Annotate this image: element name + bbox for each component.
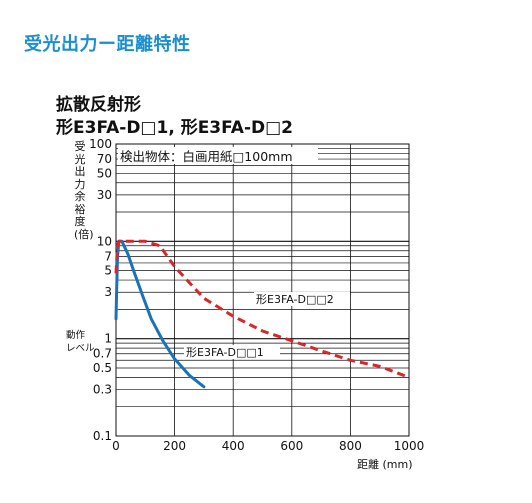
grid [116, 144, 409, 436]
operating-level-label-line1: 動作 [66, 329, 86, 341]
x-tick-label: 1000 [394, 439, 425, 453]
series1-label: 形E3FA-D□□1 [186, 346, 264, 359]
chart-title: 拡散反射形 [56, 95, 141, 115]
y-tick-label: 50 [97, 166, 112, 180]
x-tick-label: 400 [222, 439, 245, 453]
x-tick-label: 200 [163, 439, 186, 453]
y-tick-label: 10 [97, 234, 112, 248]
series1-label-background [184, 345, 280, 359]
x-tick-label: 600 [280, 439, 303, 453]
plot-frame [115, 143, 410, 437]
x-axis-label: 距離 (mm) [357, 457, 413, 471]
note-background [118, 147, 318, 164]
y-tick-label: 7 [104, 249, 112, 263]
chart-subtitle: 形E3FA-D□1, 形E3FA-D□2 [56, 118, 294, 138]
y-tick-label: 0.7 [93, 347, 112, 361]
operating-level-label-line2: レベル [66, 343, 95, 354]
y-tick-label: 100 [89, 137, 112, 151]
series2-label: 形E3FA-D□□2 [256, 293, 334, 306]
y-tick-label: 30 [97, 188, 112, 202]
y-tick-label: 5 [104, 264, 112, 278]
x-tick-label: 800 [339, 439, 362, 453]
series-line-2 [114, 239, 410, 379]
x-tick-label: 0 [112, 439, 120, 453]
y-tick-label: 0.3 [93, 383, 112, 397]
x-tick-labels: 0 200 400 600 800 1000 [112, 439, 424, 453]
series2-label-background [254, 292, 350, 306]
y-tick-label: 3 [104, 285, 112, 299]
y-tick-label: 0.5 [93, 361, 112, 375]
y-tick-label: 1 [104, 332, 112, 346]
y-tick-label: 0.1 [93, 429, 112, 443]
section-title: 受光出力ー距離特性 [24, 34, 191, 55]
series-lines [114, 239, 410, 389]
y-tick-label: 70 [97, 152, 112, 166]
test-object-note: 検出物体：白画用紙□100mm [120, 149, 293, 164]
